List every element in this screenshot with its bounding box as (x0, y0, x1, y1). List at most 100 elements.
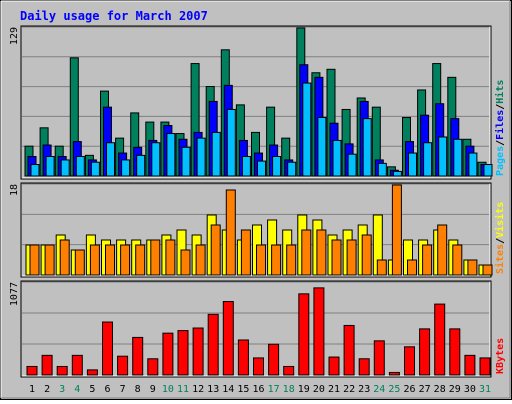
bar-kbytes (162, 332, 174, 376)
legend-hits-files-pages: Pages/Files/Hits (494, 80, 506, 176)
day-label: 6 (104, 384, 110, 395)
day-label: 19 (298, 384, 310, 395)
bar-pages (287, 161, 297, 177)
bar-kbytes (177, 330, 189, 376)
day-label: 26 (403, 384, 415, 395)
bar-sites (29, 244, 40, 276)
bar-sites (452, 244, 463, 276)
bar-kbytes (313, 287, 325, 376)
legend-sites: Sites (494, 244, 506, 274)
bar-sites (150, 239, 161, 276)
bar-kbytes (434, 303, 446, 376)
bar-sites (437, 224, 448, 276)
bar-pages (211, 131, 221, 177)
ymax-label-visits: 18 (9, 184, 20, 196)
bar-pages (377, 162, 387, 177)
day-label: 2 (44, 384, 50, 395)
day-label: 20 (313, 384, 325, 395)
bar-sites (286, 244, 297, 276)
bar-kbytes (358, 358, 370, 376)
day-label: 25 (388, 384, 400, 395)
bar-kbytes (192, 327, 204, 376)
day-label: 30 (464, 384, 476, 395)
bar-pages (302, 82, 312, 177)
legend-pages: Pages (495, 146, 506, 176)
bar-kbytes (207, 313, 219, 376)
day-label: 29 (449, 384, 461, 395)
bar-kbytes (404, 346, 415, 376)
bar-pages (317, 116, 327, 177)
bar-sites (44, 244, 55, 276)
bar-sites (74, 249, 85, 276)
day-label: 12 (192, 384, 204, 395)
bar-kbytes (56, 365, 68, 376)
bar-pages (453, 138, 463, 177)
bar-kbytes (132, 336, 144, 376)
bar-pages (196, 137, 206, 177)
day-label: 23 (358, 384, 370, 395)
bar-sites (225, 189, 236, 276)
bar-sites (346, 239, 357, 276)
bar-pages (136, 154, 146, 177)
panel-frames (20, 25, 492, 378)
day-label: 4 (74, 384, 80, 395)
day-label: 1 (29, 384, 35, 395)
bar-sites (105, 244, 115, 276)
bar-sites (407, 259, 417, 276)
bar-sites (195, 244, 206, 276)
bars-hits-files-pages (24, 27, 493, 177)
bar-pages (30, 164, 40, 177)
bar-kbytes (283, 365, 295, 376)
bar-kbytes (117, 355, 129, 376)
bar-sites (467, 259, 478, 276)
bar-kbytes (298, 293, 310, 376)
bar-pages (151, 142, 161, 177)
bar-sites (316, 229, 327, 276)
bar-sites (361, 234, 372, 276)
bar-kbytes (222, 301, 234, 376)
day-label: 15 (237, 384, 249, 395)
bar-kbytes (449, 328, 461, 376)
bar-sites (376, 259, 387, 276)
bar-pages (362, 118, 372, 177)
day-label: 17 (268, 384, 280, 395)
bar-kbytes (464, 354, 476, 376)
bar-sites (120, 244, 131, 276)
day-label: 28 (434, 384, 446, 395)
bar-pages (332, 139, 342, 177)
bar-pages (75, 155, 85, 177)
day-label: 7 (120, 384, 126, 395)
bar-kbytes (268, 343, 280, 376)
bar-kbytes (86, 369, 98, 376)
bar-pages (408, 152, 417, 177)
ymax-label-kbytes: 1077 (9, 282, 20, 306)
bar-pages (106, 142, 115, 177)
bar-pages (241, 155, 251, 177)
bar-pages (166, 133, 176, 177)
bar-kbytes (237, 339, 249, 376)
day-label: 8 (135, 384, 141, 395)
bar-sites (422, 244, 433, 276)
bar-pages (468, 152, 478, 177)
bar-pages (257, 160, 266, 177)
bar-sites (482, 264, 493, 276)
bar-pages (423, 142, 433, 177)
bars-visits-sites (25, 184, 493, 276)
bar-kbytes (388, 371, 400, 376)
bar-sites (165, 239, 176, 276)
bar-sites (180, 249, 191, 276)
day-label: 22 (343, 384, 355, 395)
bar-pages (483, 164, 493, 177)
day-label: 13 (207, 384, 219, 395)
bar-pages (347, 153, 357, 177)
day-label: 11 (177, 384, 189, 395)
day-label: 18 (283, 384, 295, 395)
bar-pages (226, 108, 236, 177)
bar-sites (271, 244, 282, 276)
bar-kbytes (147, 358, 159, 376)
bar-pages (438, 136, 448, 177)
day-label: 10 (162, 384, 174, 395)
bar-pages (60, 159, 70, 177)
